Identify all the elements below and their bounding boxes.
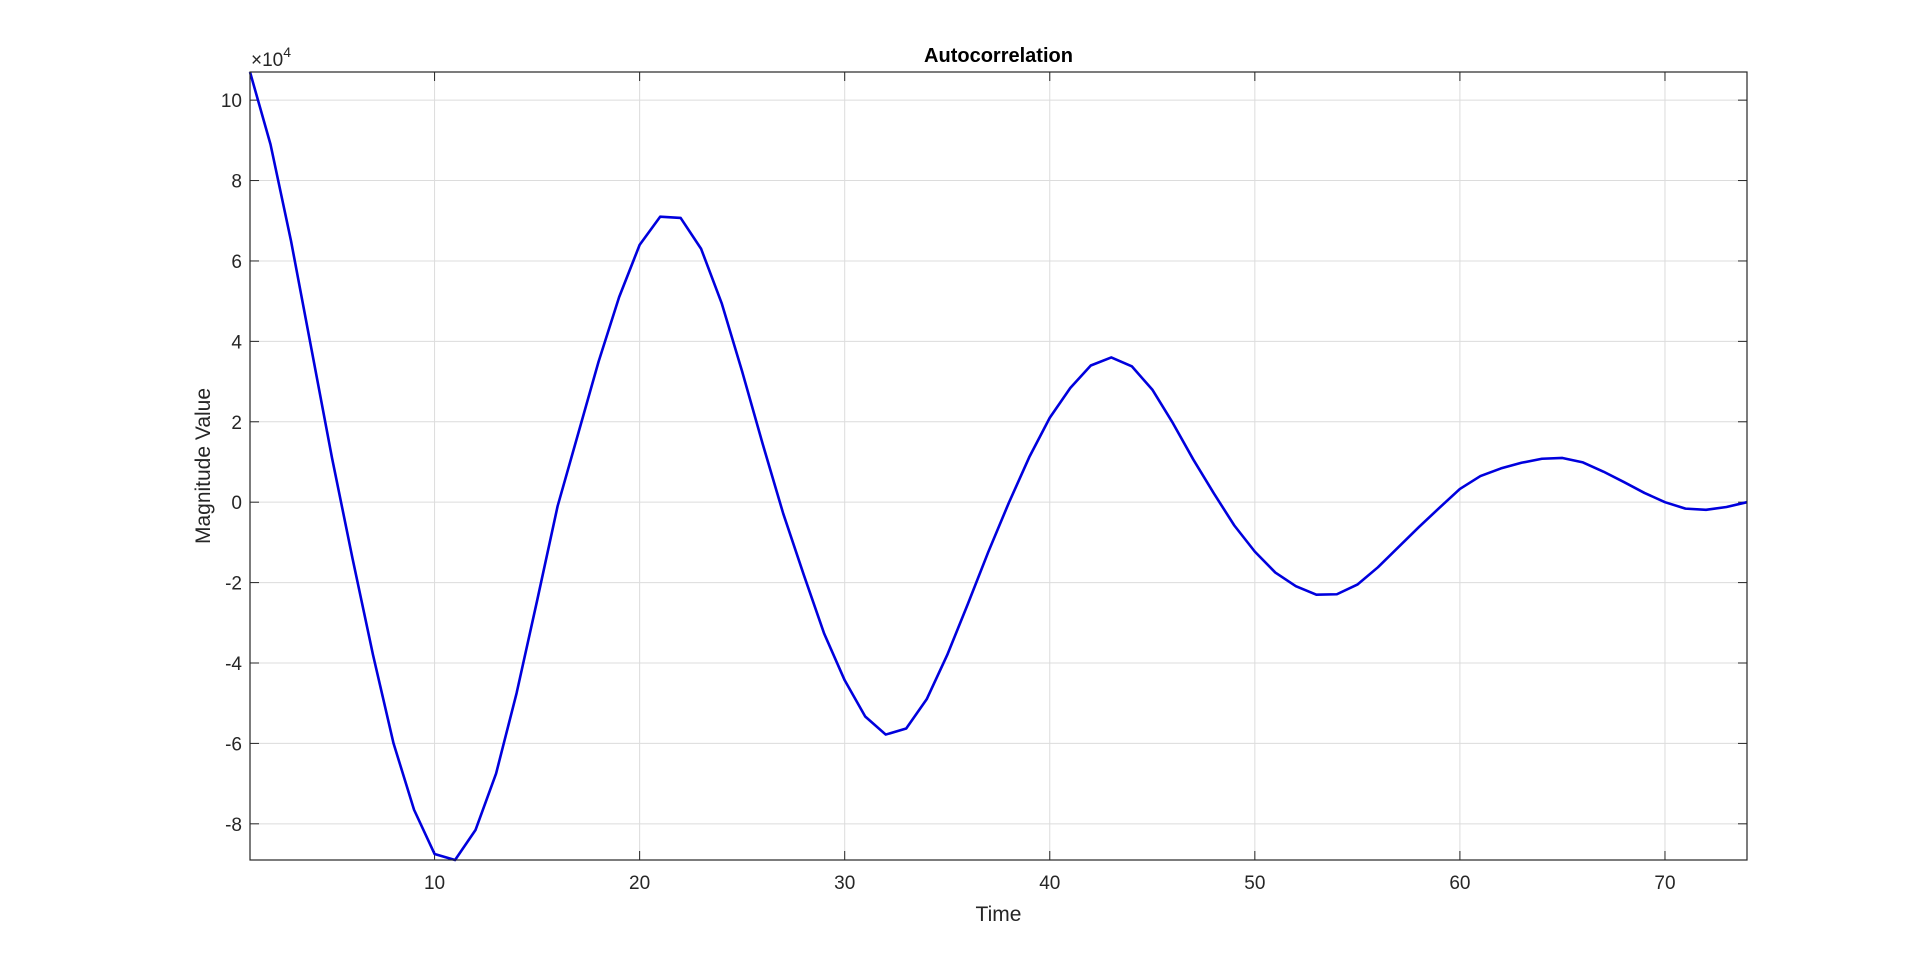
x-tick-label: 50 [1244, 873, 1265, 894]
plot-border [249, 71, 1748, 861]
x-tick-label: 20 [629, 873, 650, 894]
x-tick-label: 40 [1039, 873, 1060, 894]
x-tick-label: 60 [1449, 873, 1470, 894]
y-tick-label: 8 [231, 172, 242, 193]
y-grid [250, 99, 1747, 825]
y-scale-exponent-label: ×104 [251, 44, 291, 71]
y-tick-labels: -8 -6 -4 -2 0 2 4 6 8 10 [221, 91, 243, 836]
y-axis-label: Magnitude Value [192, 388, 215, 544]
plot-area [250, 72, 1747, 860]
x-tick-labels: 10 20 30 40 50 60 70 [424, 873, 1676, 894]
x-tick-label: 10 [424, 873, 445, 894]
y-tick-label: 2 [231, 413, 242, 434]
y-tick-label: -8 [225, 815, 242, 836]
y-tick-label: 6 [231, 252, 242, 273]
y-tick-label: -4 [225, 654, 242, 675]
x-grid [434, 72, 1666, 860]
axis-ticks [250, 72, 1747, 860]
y-scale-exponent-prefix: ×10 [251, 50, 283, 71]
series-line [248, 71, 1748, 862]
y-tick-label: -2 [225, 574, 242, 595]
y-tick-label: 4 [231, 332, 242, 353]
x-tick-label: 30 [834, 873, 855, 894]
y-scale-exponent: 4 [283, 44, 291, 60]
y-tick-label: -6 [225, 734, 242, 755]
series-layer [248, 71, 1748, 862]
chart-title: Autocorrelation [924, 45, 1073, 67]
x-axis-label: Time [976, 903, 1022, 926]
y-tick-label: 0 [231, 493, 242, 514]
x-tick-label: 70 [1654, 873, 1675, 894]
y-tick-label: 10 [221, 91, 242, 112]
